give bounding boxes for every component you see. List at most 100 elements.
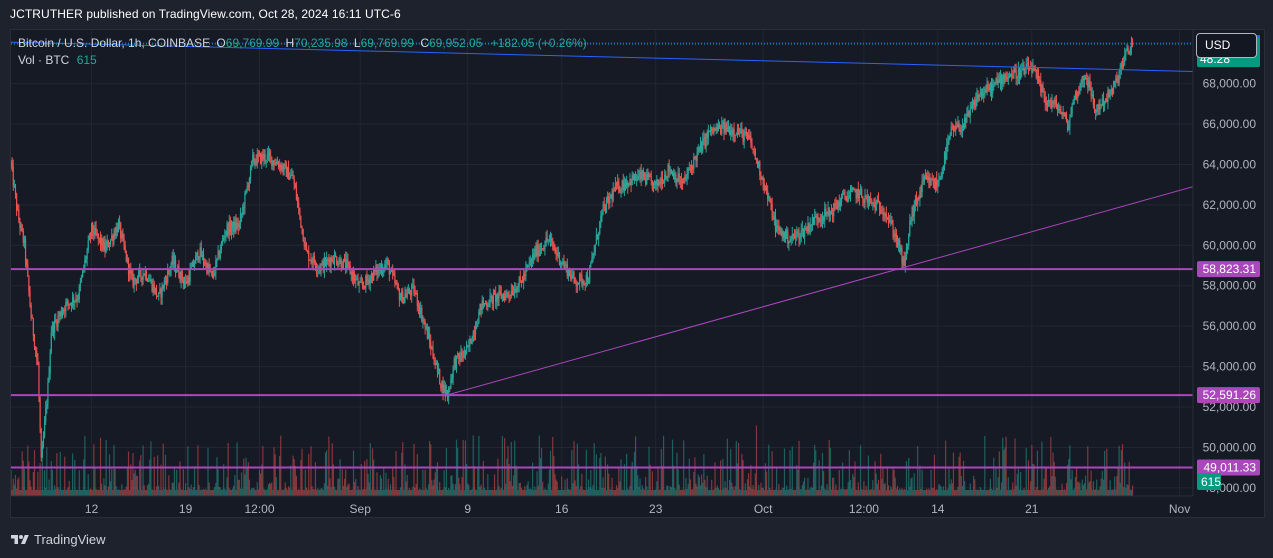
- candle-body: [51, 324, 54, 333]
- volume-bar: [559, 489, 562, 496]
- time-tick-9: 14: [931, 502, 945, 516]
- volume-bar: [1116, 476, 1118, 496]
- candle-body: [572, 272, 574, 276]
- volume-bar: [551, 489, 553, 496]
- time-tick-4: 9: [464, 502, 471, 516]
- volume-bar: [197, 445, 199, 496]
- candle-body: [416, 293, 418, 306]
- legend-volume-label[interactable]: Vol · BTC: [18, 53, 70, 67]
- candle-body: [38, 365, 40, 399]
- candle-body: [873, 202, 875, 204]
- volume-bar: [563, 489, 565, 496]
- candle-body: [198, 257, 200, 261]
- candle-body: [362, 284, 365, 286]
- volume-bar: [948, 467, 950, 496]
- candle-body: [493, 292, 496, 294]
- volume-bar: [721, 489, 723, 496]
- candle-body: [387, 259, 389, 263]
- volume-bar: [593, 443, 595, 496]
- volume-bar: [441, 489, 443, 496]
- candle-body: [945, 152, 947, 160]
- volume-bar: [140, 455, 142, 496]
- candle-body: [724, 123, 726, 133]
- volume-bar: [803, 477, 806, 496]
- volume-bar: [229, 489, 231, 496]
- volume-bar: [488, 490, 490, 496]
- volume-bar: [733, 489, 735, 496]
- footer-brand[interactable]: TradingView: [10, 532, 106, 547]
- volume-bar: [611, 477, 613, 496]
- volume-bar: [773, 489, 775, 496]
- volume-bar: [319, 489, 321, 496]
- volume-bar: [830, 489, 833, 496]
- volume-bar: [833, 477, 835, 496]
- candle-body: [13, 185, 15, 187]
- volume-bar: [1117, 467, 1119, 496]
- candle-body: [810, 224, 812, 226]
- candle-body: [82, 270, 84, 277]
- volume-bar: [796, 465, 798, 496]
- volume-bar: [1095, 489, 1097, 496]
- candle-body: [1032, 66, 1034, 73]
- candle-body: [613, 189, 615, 192]
- volume-bar: [745, 489, 747, 496]
- candle-body: [506, 292, 508, 294]
- currency-button[interactable]: USD: [1196, 33, 1257, 58]
- candle-body: [703, 137, 705, 140]
- candle-body: [707, 130, 709, 139]
- volume-bar: [891, 488, 893, 496]
- volume-bar: [956, 489, 958, 496]
- legend-symbol[interactable]: Bitcoin / U.S. Dollar, 1h, COINBASE: [18, 36, 211, 50]
- candle-body: [943, 152, 946, 166]
- candle-body: [244, 192, 246, 209]
- candle-body: [445, 390, 448, 395]
- legend-change: +182.05 (+0.26%): [490, 36, 587, 50]
- volume-bar: [576, 443, 578, 496]
- candle-body: [818, 218, 820, 222]
- candle-body: [252, 154, 254, 162]
- candle-body: [1080, 83, 1082, 88]
- candle-body: [71, 297, 74, 306]
- candle-body: [1046, 103, 1049, 106]
- volume-bar: [795, 489, 797, 496]
- candle-body: [464, 350, 467, 354]
- volume-bar: [808, 489, 810, 496]
- candle-body: [685, 178, 687, 180]
- volume-bar: [480, 484, 482, 496]
- candle-body: [481, 300, 483, 311]
- candle-body: [144, 270, 146, 276]
- candle-body: [420, 307, 422, 315]
- candle-body: [330, 258, 332, 267]
- candle-body: [217, 250, 219, 259]
- candle-body: [695, 157, 697, 162]
- candle-body: [1004, 74, 1006, 81]
- legend-open-value: 69,769.99: [225, 36, 280, 50]
- candle-body: [125, 250, 127, 262]
- volume-bar: [459, 484, 461, 496]
- candle-body: [96, 233, 98, 235]
- volume-bar: [677, 469, 679, 496]
- candle-body: [448, 388, 450, 398]
- candle-body: [1006, 77, 1008, 80]
- volume-bar: [502, 489, 505, 496]
- candle-body: [42, 436, 45, 446]
- volume-bar: [940, 486, 942, 496]
- candle-body: [856, 189, 858, 199]
- volume-bar: [717, 487, 720, 496]
- candle-body: [495, 293, 497, 303]
- candle-body: [401, 291, 403, 300]
- volume-bar: [722, 458, 724, 496]
- volume-bar: [142, 445, 144, 496]
- volume-bar: [1099, 486, 1101, 496]
- candle-body: [1011, 73, 1013, 78]
- volume-bar: [317, 488, 319, 496]
- candle-body: [504, 295, 506, 300]
- chart-canvas[interactable]: 58,823.3152,591.2649,011.3348,000.0050,0…: [11, 30, 1265, 518]
- volume-bar: [1106, 448, 1108, 496]
- candle-body: [182, 279, 184, 284]
- candle-body: [1088, 81, 1090, 88]
- candle-body: [904, 256, 906, 266]
- chart-pane[interactable]: 58,823.3152,591.2649,011.3348,000.0050,0…: [10, 29, 1265, 518]
- volume-bar: [524, 486, 526, 496]
- volume-bar: [439, 481, 441, 496]
